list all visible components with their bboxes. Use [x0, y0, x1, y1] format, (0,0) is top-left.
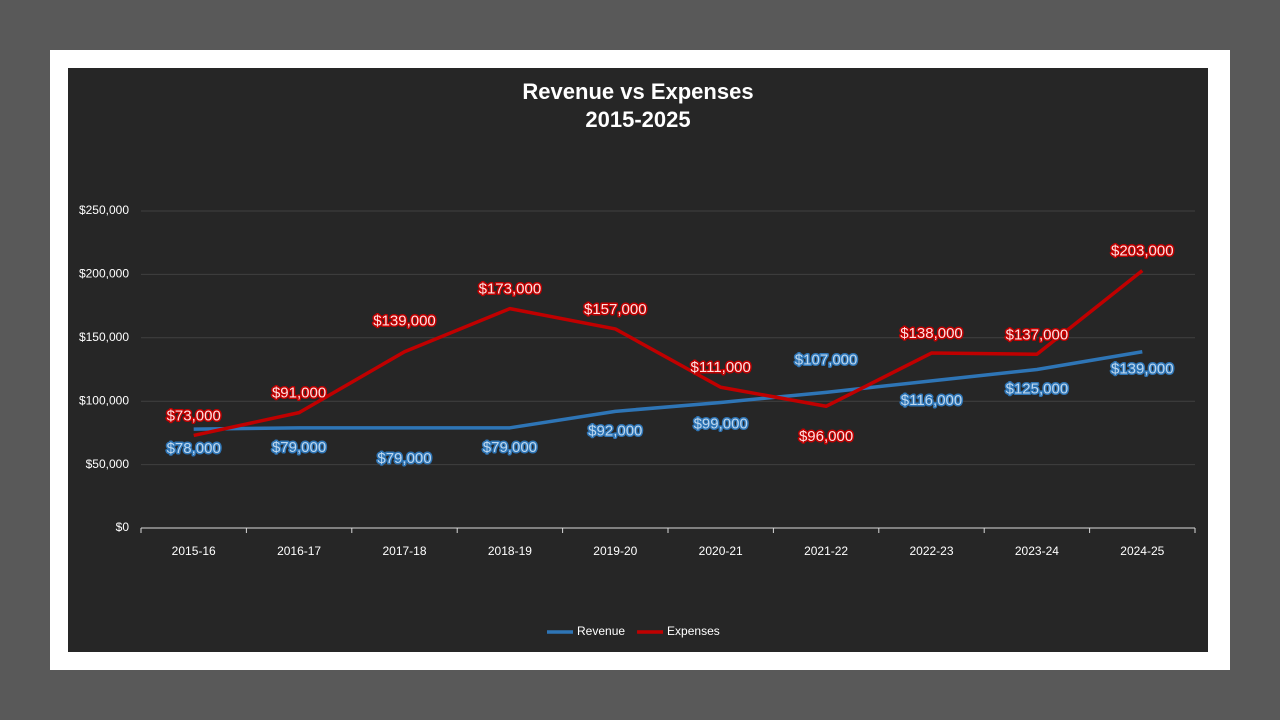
data-label: $79,000 — [377, 450, 431, 467]
data-label: $78,000 — [167, 440, 221, 457]
data-label: $92,000 — [588, 422, 642, 439]
x-tick-label: 2018-19 — [488, 544, 532, 558]
chart-title: Revenue vs Expenses — [522, 79, 753, 104]
data-label: $157,000 — [584, 301, 647, 318]
data-label: $79,000 — [483, 439, 537, 456]
legend-label: Revenue — [577, 624, 625, 638]
x-tick-label: 2020-21 — [699, 544, 743, 558]
x-tick-label: 2023-24 — [1015, 544, 1059, 558]
series-line — [193, 269, 1144, 438]
data-label: $99,000 — [694, 415, 748, 432]
y-tick-label: $250,000 — [79, 203, 129, 217]
data-label: $111,000 — [691, 359, 751, 376]
chart-subtitle: 2015-2025 — [585, 107, 690, 132]
data-label: $125,000 — [1006, 380, 1069, 397]
legend-label: Expenses — [667, 624, 720, 638]
x-tick-label: 2015-16 — [172, 544, 216, 558]
data-label: $138,000 — [900, 325, 963, 342]
x-tick-label: 2022-23 — [909, 544, 953, 558]
data-label: $139,000 — [373, 313, 436, 330]
data-label: $116,000 — [901, 392, 962, 409]
data-label: $139,000 — [1111, 361, 1174, 378]
data-label: $173,000 — [479, 281, 542, 298]
series-line — [193, 350, 1143, 431]
data-label: $137,000 — [1006, 326, 1069, 343]
x-tick-label: 2024-25 — [1120, 544, 1164, 558]
y-tick-label: $150,000 — [79, 330, 129, 344]
x-tick-label: 2017-18 — [382, 544, 426, 558]
y-tick-label: $200,000 — [79, 267, 129, 281]
y-tick-label: $0 — [116, 520, 130, 534]
data-label: $96,000 — [799, 428, 853, 445]
x-tick-label: 2019-20 — [593, 544, 637, 558]
data-label: $91,000 — [272, 385, 326, 402]
data-label: $107,000 — [795, 351, 858, 368]
y-tick-label: $50,000 — [86, 457, 130, 471]
x-tick-label: 2016-17 — [277, 544, 321, 558]
y-tick-label: $100,000 — [79, 393, 129, 407]
data-label: $203,000 — [1111, 243, 1174, 260]
chart-area — [68, 68, 1208, 652]
x-tick-label: 2021-22 — [804, 544, 848, 558]
data-label: $79,000 — [272, 439, 326, 456]
data-label: $73,000 — [167, 407, 221, 424]
